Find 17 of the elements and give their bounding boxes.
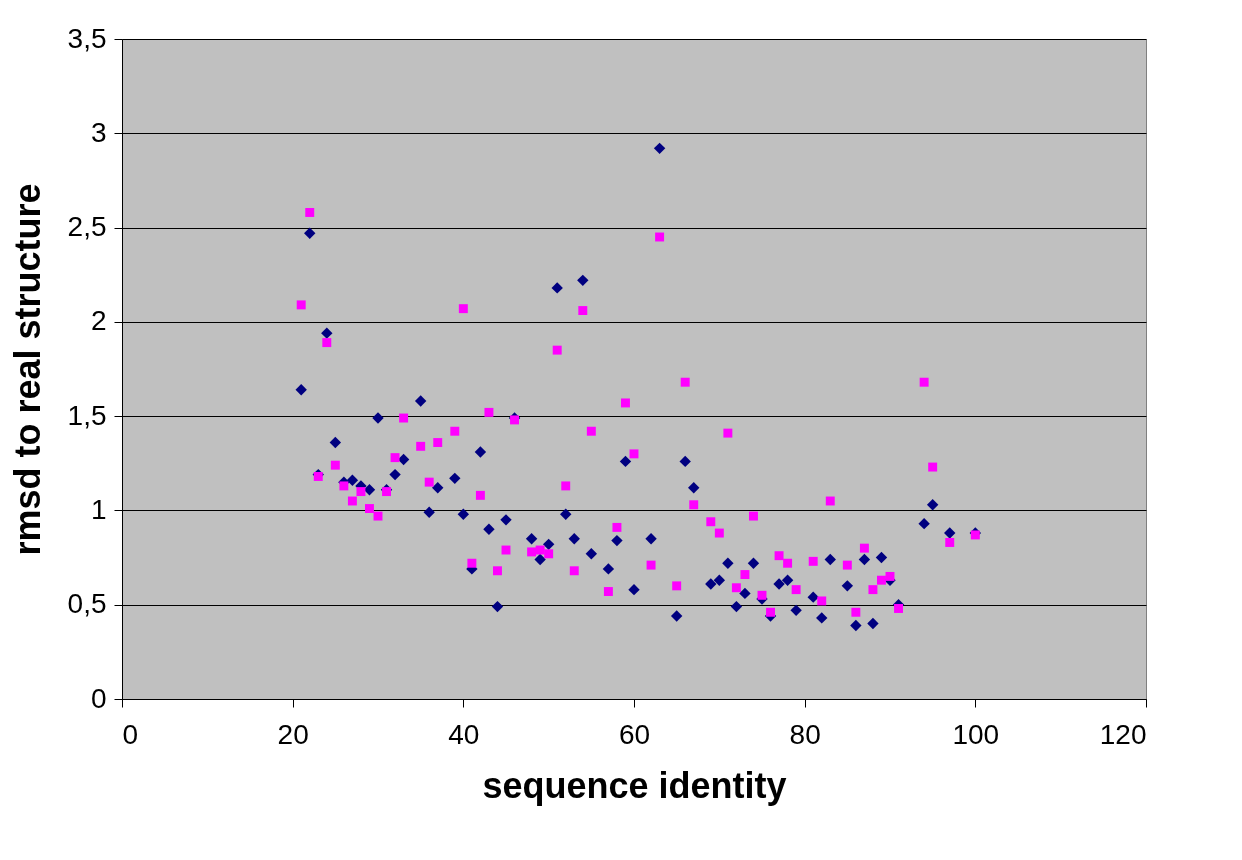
y-axis-title: rmsd to real structure — [6, 183, 48, 556]
x-tick-label: 60 — [618, 718, 651, 750]
y-tick-label: 1 — [90, 493, 107, 525]
y-tick-label: 0,5 — [67, 588, 107, 620]
y-tick-label: 2,5 — [67, 211, 107, 243]
x-axis-title: sequence identity — [482, 764, 787, 806]
y-tick-label: 0 — [90, 682, 107, 714]
x-tick-label: 0 — [122, 718, 139, 750]
y-tick-label: 3,5 — [67, 22, 107, 54]
y-tick-label: 1,5 — [67, 399, 107, 431]
x-tick-label: 40 — [448, 718, 480, 750]
x-tick-label: 120 — [1099, 718, 1147, 750]
x-tick-label: 100 — [952, 718, 1000, 750]
x-tick-label: 80 — [789, 718, 821, 750]
x-tick-label: 20 — [277, 718, 309, 750]
y-tick-label: 2 — [90, 305, 107, 337]
y-tick-label: 3 — [90, 116, 107, 148]
